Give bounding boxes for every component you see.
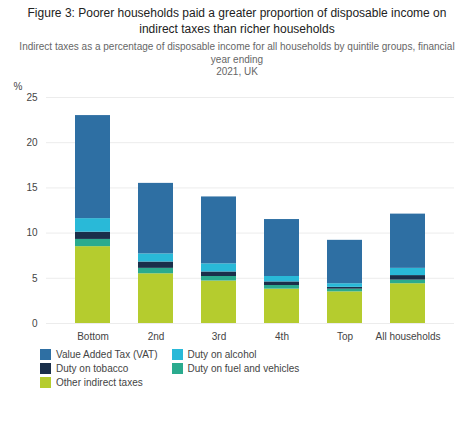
html-text:Duty on tobacco: Duty on tobacco: [56, 362, 129, 374]
html-text:Other indirect taxes: Other indirect taxes: [56, 376, 143, 388]
svg-text:Top: Top: [337, 330, 354, 341]
svg-text:%: %: [14, 80, 23, 91]
html-text:Duty on alcohol: Duty on alcohol: [187, 348, 257, 360]
svg-text:10: 10: [26, 227, 38, 238]
html-text:Duty on fuel and vehicles: Duty on fuel and vehicles: [187, 362, 300, 374]
svg-text:20: 20: [26, 137, 38, 148]
html-text:Indirect taxes as a percentage: Indirect taxes as a percentage of dispos…: [19, 41, 455, 78]
svg-text:15: 15: [26, 182, 38, 193]
svg-text:4th: 4th: [275, 330, 289, 341]
svg-text:5: 5: [32, 272, 38, 283]
svg-text:2nd: 2nd: [148, 330, 165, 341]
svg-text:All households: All households: [375, 330, 440, 341]
html-text:Figure 3: Poorer households pa: Figure 3: Poorer households paid a great…: [27, 6, 447, 36]
svg-text:25: 25: [26, 91, 38, 102]
svg-text:0: 0: [32, 317, 38, 328]
html-text:Value Added Tax (VAT): Value Added Tax (VAT): [56, 348, 158, 360]
svg-text:Bottom: Bottom: [77, 330, 109, 341]
svg-text:3rd: 3rd: [212, 330, 226, 341]
